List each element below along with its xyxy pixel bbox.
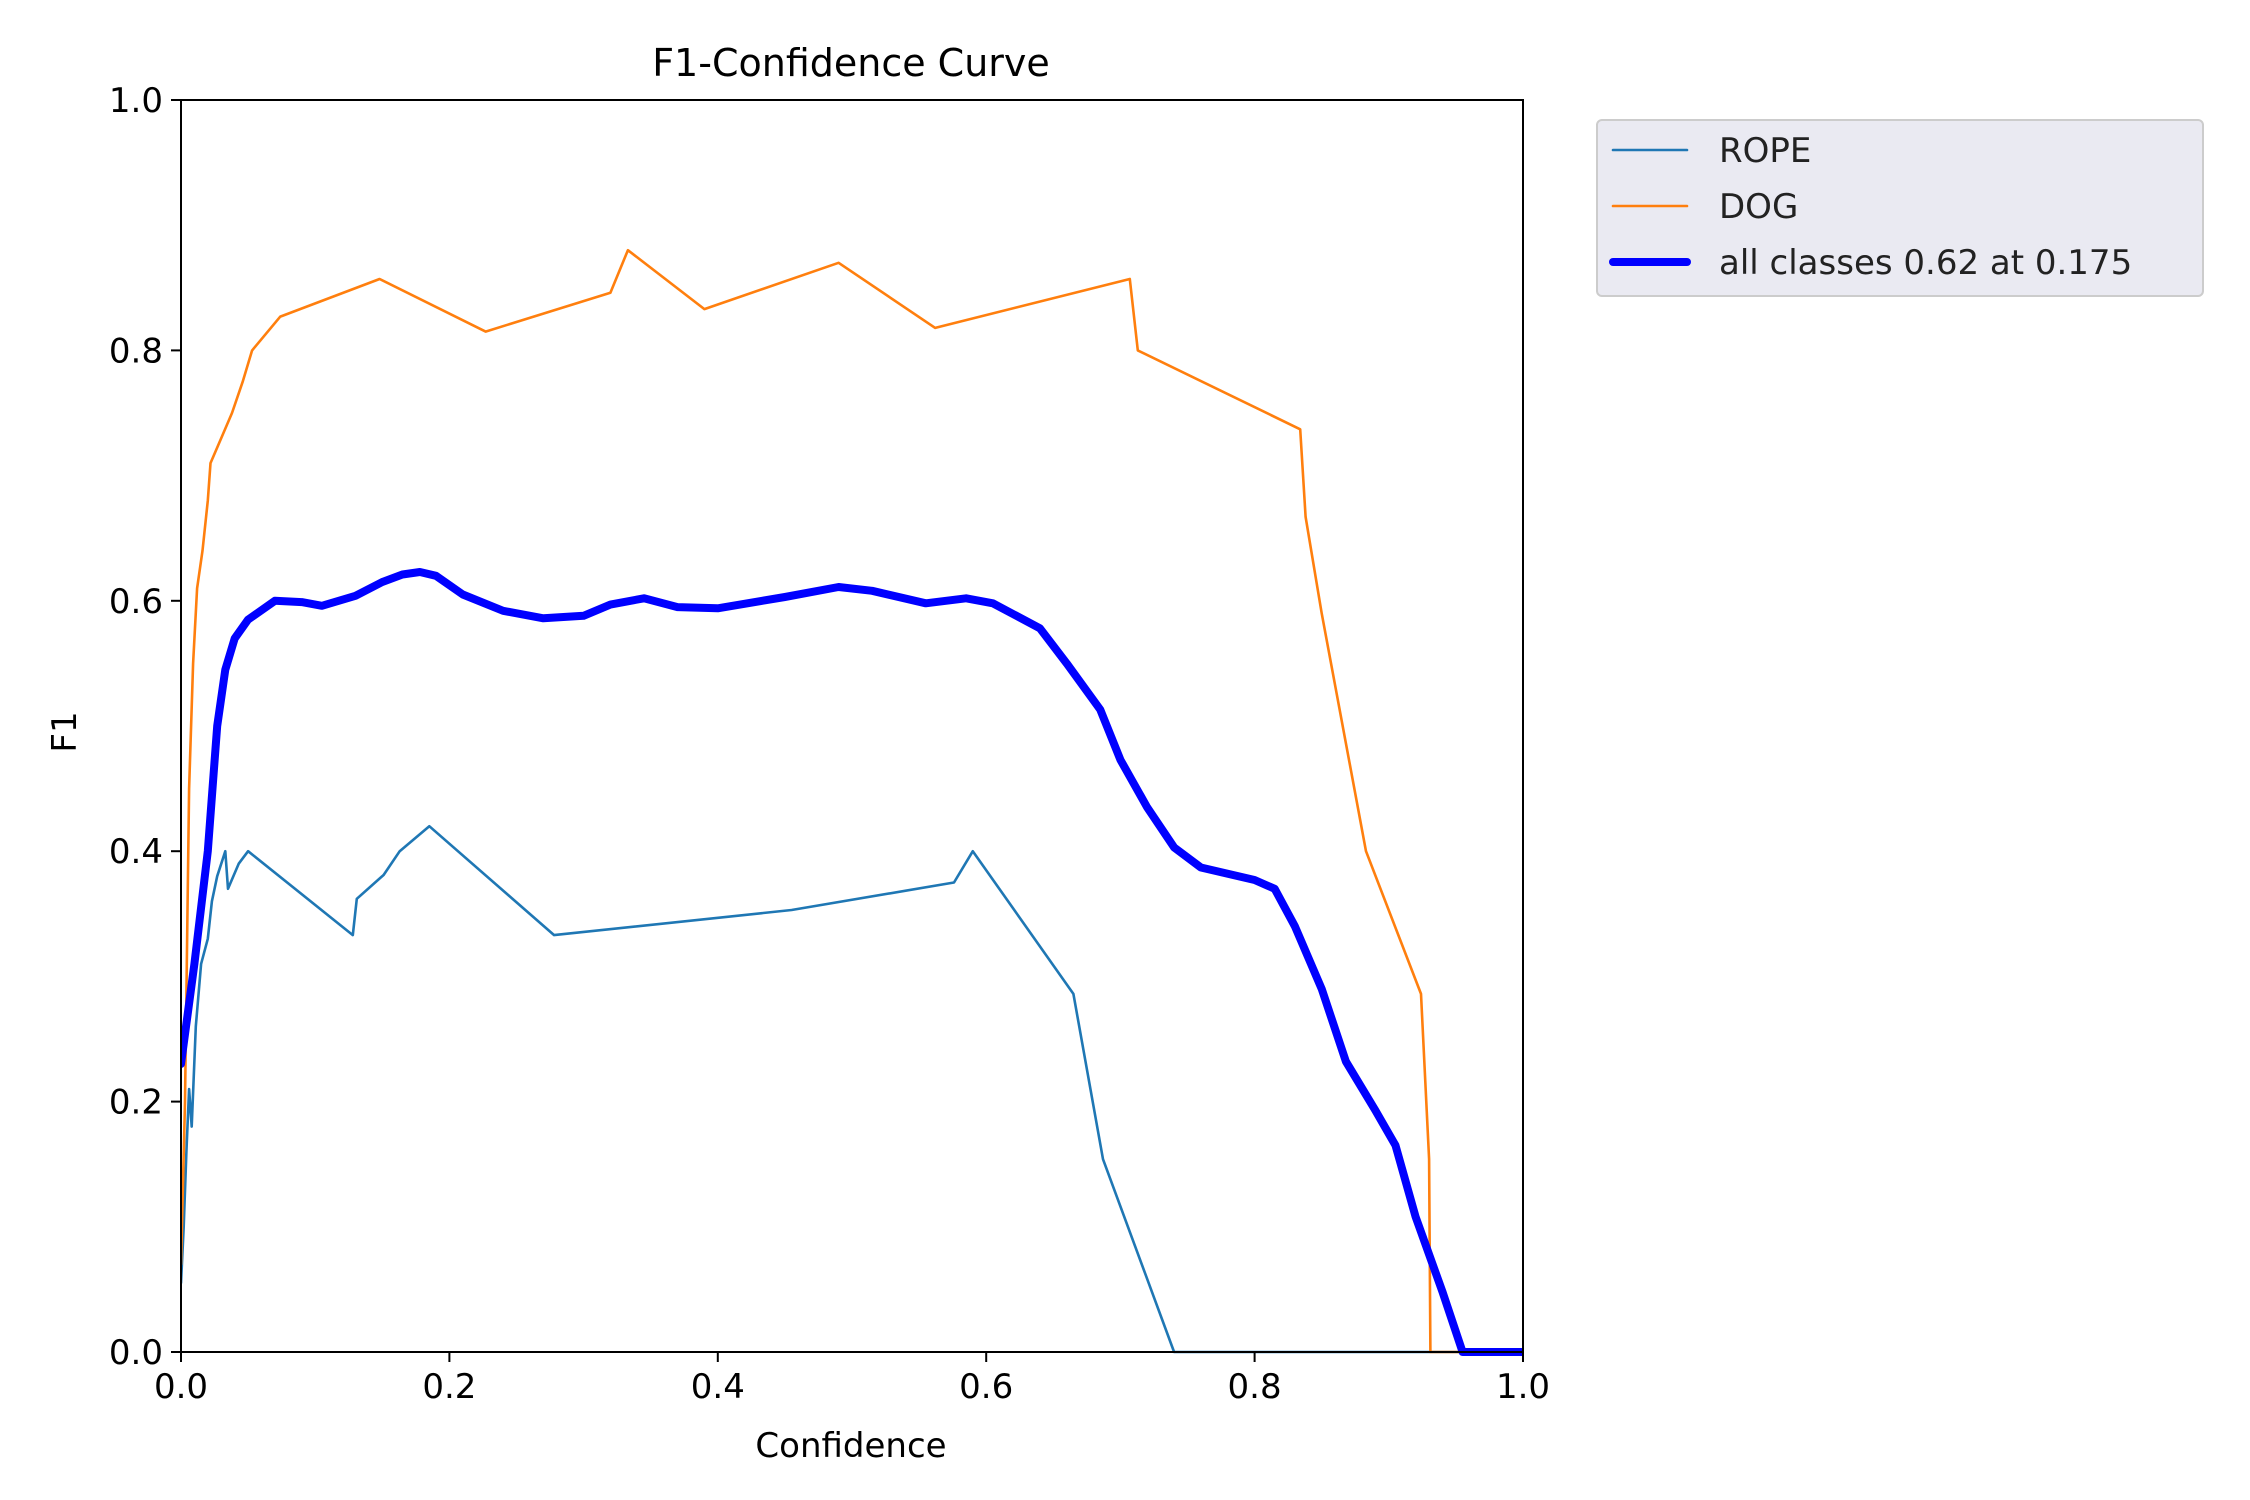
- x-tick-label: 0.8: [1228, 1367, 1282, 1407]
- y-tick-label: 0.0: [109, 1333, 163, 1373]
- x-tick-label: 0.4: [691, 1367, 745, 1407]
- y-tick-label: 0.2: [109, 1083, 163, 1123]
- axes-layer: 0.0 0.2 0.4 0.6 0.8 1.0 0.0 0.2 0.4 0.6 0.8 1.0: [109, 81, 1550, 1407]
- x-tick-label: 0.6: [959, 1367, 1013, 1407]
- x-axis-label: Confidence: [755, 1426, 946, 1466]
- y-tick-label: 1.0: [109, 81, 163, 121]
- series-line-2: [181, 248, 1523, 1354]
- series-line-1: [181, 824, 1523, 1354]
- legend-box: [1596, 119, 2204, 297]
- y-tick-label: 0.8: [109, 331, 163, 371]
- plot-frame: [180, 99, 1524, 1353]
- legend: ROPE DOG all classes 0.62 at 0.175: [1596, 119, 2204, 297]
- x-tick-label: 1.0: [1496, 1367, 1550, 1407]
- x-tick-label: 0.0: [154, 1367, 208, 1407]
- series-line-3: [181, 568, 1523, 1356]
- y-tick-label: 0.6: [109, 582, 163, 622]
- y-tick-label: 0.4: [109, 832, 163, 872]
- legend-label: ROPE: [1719, 131, 1811, 171]
- legend-label: all classes 0.62 at 0.175: [1719, 243, 2132, 283]
- chart-title: F1-Confidence Curve: [652, 41, 1050, 85]
- legend-label: DOG: [1719, 187, 1798, 227]
- x-tick-label: 0.2: [422, 1367, 476, 1407]
- series-layer: [181, 248, 1523, 1356]
- y-axis-label: F1: [45, 711, 85, 752]
